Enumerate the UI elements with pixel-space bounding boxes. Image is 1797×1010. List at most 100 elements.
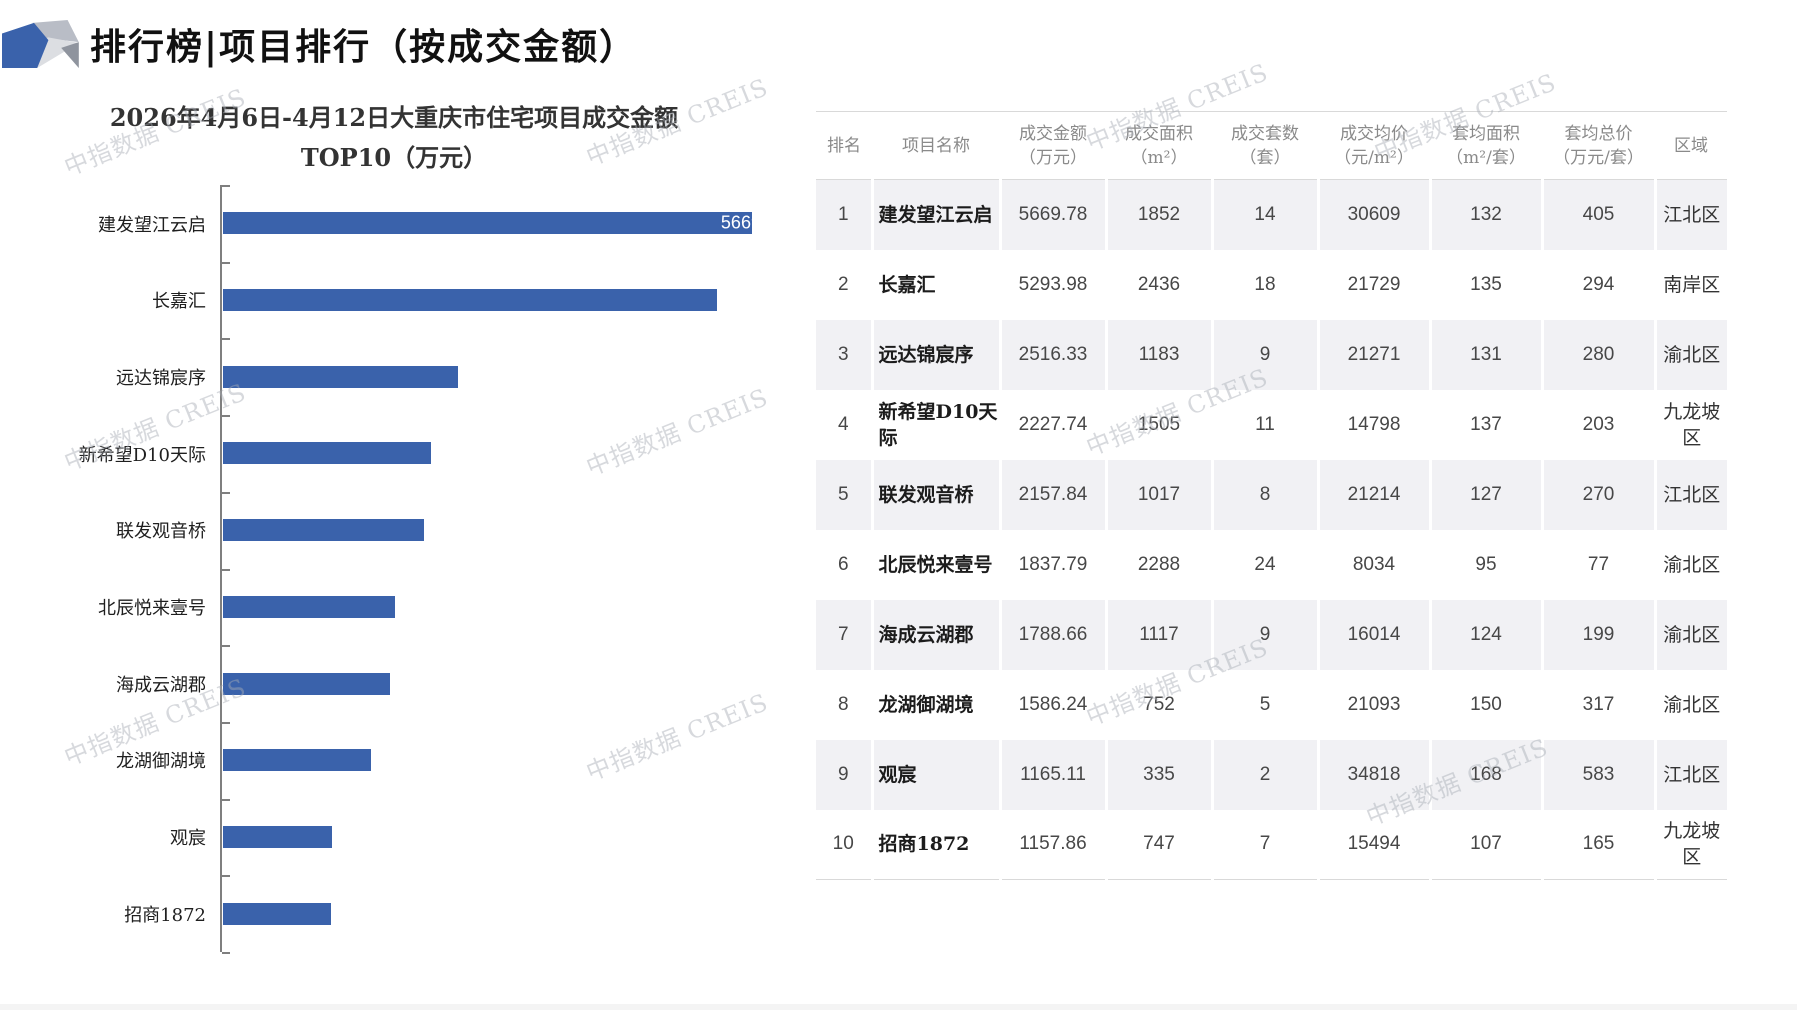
category-label: 新希望D10天际: [78, 444, 206, 466]
axis-tick: [222, 799, 230, 801]
value-cell: 9: [1212, 599, 1320, 670]
value-cell: 1157.86: [1000, 809, 1108, 880]
column-header: 套均总价 （万元/套）: [1553, 123, 1644, 168]
region-cell: 渝北区: [1655, 599, 1727, 670]
rank-cell: 1: [816, 179, 874, 250]
rank-cell: 6: [816, 529, 874, 600]
column-header: 套均面积 （m²/套）: [1446, 123, 1526, 168]
region-cell: 江北区: [1655, 739, 1727, 810]
project-name-cell: 海成云湖郡: [872, 599, 1002, 670]
value-cell: 21214: [1318, 459, 1432, 530]
bottom-strip: [0, 1004, 1797, 1010]
axis-tick: [222, 722, 230, 724]
value-cell: 137: [1430, 389, 1544, 460]
value-cell: 2: [1212, 739, 1320, 810]
rank-cell: 7: [816, 599, 874, 670]
value-cell: 21271: [1318, 319, 1432, 390]
table-body: 1 建发望江云启 5669.78 1852 14 30609 132 405 江北区 2 长嘉汇 52…: [816, 179, 1727, 880]
axis-tick: [222, 338, 230, 340]
table-row: 3 远达锦宸序 2516.33 1183 9 21271 131 280 渝北区: [816, 319, 1727, 390]
axis-tick: [222, 492, 230, 494]
value-cell: 30609: [1318, 179, 1432, 250]
value-cell: 168: [1430, 739, 1544, 810]
region-cell: 九龙坡区: [1663, 400, 1721, 449]
table-row: 7 海成云湖郡 1788.66 1117 9 16014 124 199 渝北区: [816, 599, 1727, 670]
column-header: 排名: [827, 135, 861, 156]
category-label: 建发望江云启: [98, 214, 206, 236]
chart-title: 2026年4月6日-4月12日大重庆市住宅项目成交金额TOP10（万元）: [109, 103, 679, 172]
category-label: 北辰悦来壹号: [98, 598, 206, 619]
value-cell: 95: [1430, 529, 1544, 600]
project-name-cell: 龙湖御湖境: [872, 669, 1002, 740]
value-cell: 21093: [1318, 669, 1432, 740]
bar: [223, 595, 395, 618]
page-title: 排行榜|项目排行（按成交金额）: [90, 26, 638, 68]
value-cell: 2288: [1106, 529, 1214, 600]
value-cell: 1017: [1106, 459, 1214, 530]
chart-y-axis-line: [220, 185, 222, 952]
value-cell: 124: [1430, 599, 1544, 670]
value-cell: 8034: [1318, 529, 1432, 600]
category-label: 海成云湖郡: [116, 674, 206, 696]
table-row: 2 长嘉汇 5293.98 2436 18 21729 135 294 南岸区: [816, 249, 1727, 320]
value-cell: 203: [1542, 389, 1657, 460]
value-cell: 294: [1542, 249, 1657, 320]
value-cell: 5293.98: [1000, 249, 1108, 320]
axis-tick: [222, 645, 230, 647]
bar: [223, 825, 332, 848]
bar: [223, 365, 458, 388]
table-row: 9 观宸 1165.11 335 2 34818 168 583 江北区: [816, 739, 1727, 810]
axis-tick: [222, 569, 230, 571]
value-cell: 317: [1542, 669, 1657, 740]
value-cell: 280: [1542, 319, 1657, 390]
value-cell: 14: [1212, 179, 1320, 250]
project-name-cell: 新希望D10天际: [872, 389, 1002, 460]
value-cell: 270: [1542, 459, 1657, 530]
table-row: 8 龙湖御湖境 1586.24 752 5 21093 150 317 渝北区: [816, 669, 1727, 740]
value-cell: 1183: [1106, 319, 1214, 390]
table-row: 1 建发望江云启 5669.78 1852 14 30609 132 405 江北区: [816, 179, 1727, 250]
category-label: 远达锦宸序: [116, 367, 206, 389]
table-row: 4 新希望D10天际 2227.74 1505 11 14798 137 203 九龙坡区: [816, 389, 1727, 460]
value-cell: 16014: [1318, 599, 1432, 670]
region-cell: 南岸区: [1663, 273, 1721, 296]
region-cell: 渝北区: [1655, 319, 1727, 390]
bar: [223, 289, 717, 312]
axis-tick: [222, 185, 230, 187]
value-cell: 165: [1542, 809, 1657, 880]
value-cell: 2436: [1106, 249, 1214, 320]
bar: [223, 442, 431, 465]
value-cell: 2516.33: [1000, 319, 1108, 390]
region-cell: 江北区: [1655, 459, 1727, 530]
value-cell: 405: [1542, 179, 1657, 250]
bar: [223, 519, 424, 542]
value-cell: 1165.11: [1000, 739, 1108, 810]
axis-tick: [222, 262, 230, 264]
value-cell: 199: [1542, 599, 1657, 670]
value-cell: 1117: [1106, 599, 1214, 670]
column-header: 成交套数 （套）: [1231, 123, 1299, 168]
value-cell: 1586.24: [1000, 669, 1108, 740]
project-name-cell: 联发观音桥: [872, 459, 1002, 530]
value-cell: 77: [1542, 529, 1657, 600]
table-row: 10 招商1872 1157.86 747 7 15494 107 165 九龙坡区: [816, 809, 1727, 880]
category-label: 招商1872: [124, 904, 206, 926]
region-cell: 渝北区: [1663, 553, 1721, 576]
table-row: 6 北辰悦来壹号 1837.79 2288 24 8034 95 77 渝北区: [816, 529, 1727, 600]
rank-cell: 4: [816, 389, 874, 460]
category-label: 龙湖御湖境: [116, 751, 206, 773]
value-cell: 107: [1430, 809, 1544, 880]
value-cell: 131: [1430, 319, 1544, 390]
project-name-cell: 长嘉汇: [872, 249, 1002, 320]
project-name-cell: 招商1872: [872, 809, 1002, 880]
value-cell: 11: [1212, 389, 1320, 460]
project-name-cell: 远达锦宸序: [872, 319, 1002, 390]
project-name-cell: 北辰悦来壹号: [872, 529, 1002, 600]
value-cell: 7: [1212, 809, 1320, 880]
value-cell: 1505: [1106, 389, 1214, 460]
category-label: 联发观音桥: [116, 521, 206, 543]
axis-tick: [222, 952, 230, 954]
category-label: 观宸: [170, 828, 206, 850]
bar: [223, 672, 390, 695]
project-name-cell: 观宸: [872, 739, 1002, 810]
